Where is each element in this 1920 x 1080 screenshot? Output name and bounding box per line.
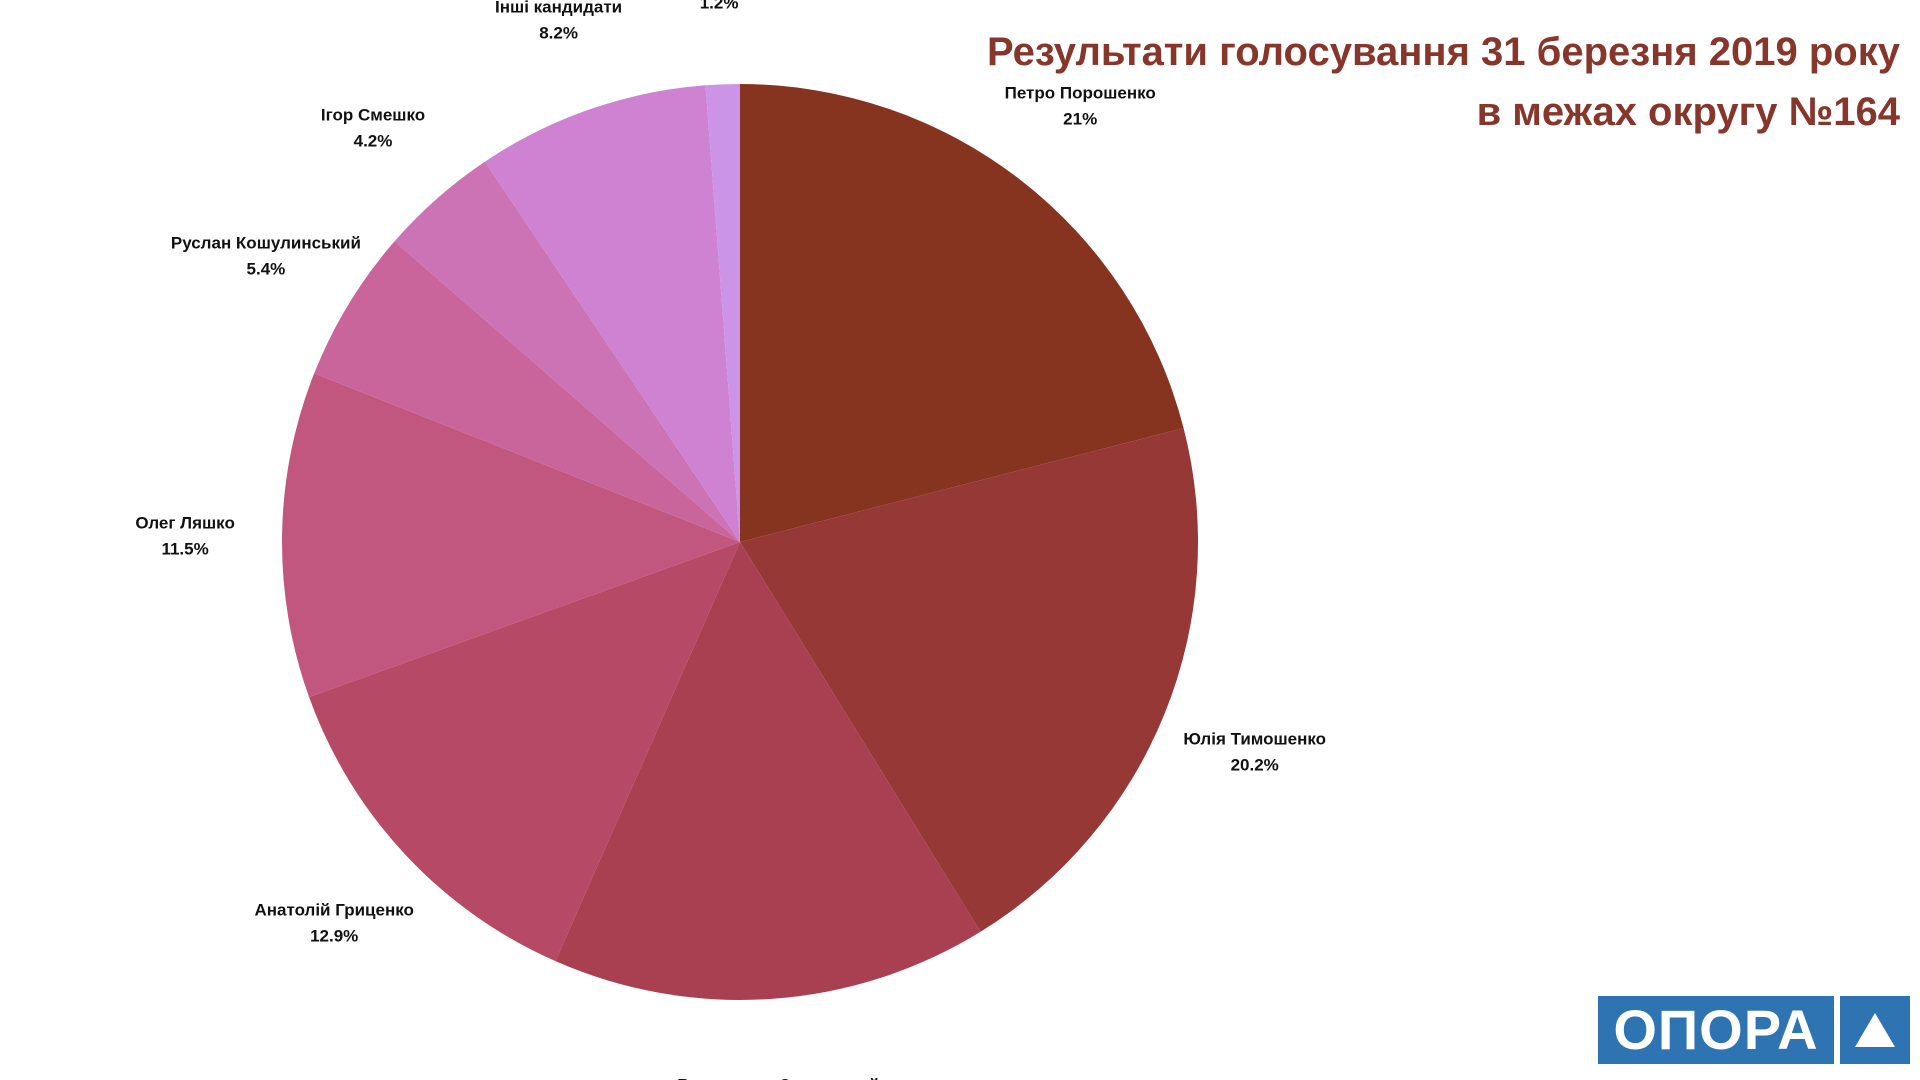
pie-labels: Петро Порошенко 21% Юлія Тимошенко 20.2% Вол… xyxy=(135,0,1326,1080)
slice-name-label-8: Інші кандидати xyxy=(495,0,622,17)
slice-value-label-5: 11.5% xyxy=(161,539,208,558)
pie-slice-4 xyxy=(309,542,740,962)
pie-slice-1 xyxy=(740,84,1184,542)
opora-logo: ОПОРА xyxy=(1598,996,1910,1064)
logo-text: ОПОРА xyxy=(1598,996,1834,1064)
pie-slice-2 xyxy=(740,428,1199,932)
slice-value-label-6: 5.4% xyxy=(247,260,286,279)
pie-slice-8 xyxy=(484,85,740,543)
pie-slice-5 xyxy=(282,373,740,698)
pie-slice-7 xyxy=(394,161,740,542)
pie-slice-3 xyxy=(555,542,981,1001)
slice-value-label-1: 21% xyxy=(1063,110,1097,129)
slice-name-label-1: Петро Порошенко xyxy=(1005,84,1156,103)
slice-name-label-3: Володимир Зеленський xyxy=(677,1076,879,1080)
slice-value-label-8: 8.2% xyxy=(539,24,578,43)
slice-name-label-6: Руслан Кошулинський xyxy=(171,234,361,253)
slice-value-label-7: 4.2% xyxy=(354,132,393,151)
chart-title-line-1: Результати голосування 31 березня 2019 р… xyxy=(986,30,1900,74)
slice-value-label-4: 12.9% xyxy=(310,927,358,946)
slice-name-label-2: Юлія Тимошенко xyxy=(1183,730,1326,749)
slice-value-label-9: 1.2% xyxy=(700,0,739,12)
chart-title-line-2: в межах округу №164 xyxy=(1476,90,1900,134)
slice-name-label-7: Ігор Смешко xyxy=(321,106,425,125)
triangle-icon xyxy=(1840,996,1910,1064)
slice-name-label-4: Анатолій Гриценко xyxy=(254,901,413,920)
pie-slice-9 xyxy=(705,84,740,542)
pie-slices xyxy=(282,84,1199,1001)
chart-title: Результати голосування 31 березня 2019 р… xyxy=(800,22,1900,142)
pie-slice-6 xyxy=(314,241,740,542)
slice-name-label-5: Олег Ляшко xyxy=(135,513,235,532)
slice-value-label-2: 20.2% xyxy=(1231,756,1279,775)
